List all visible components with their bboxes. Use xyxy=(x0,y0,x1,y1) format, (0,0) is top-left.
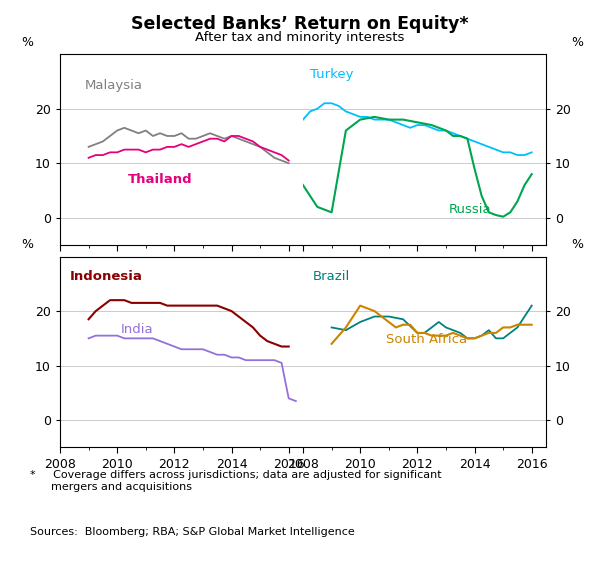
Text: Turkey: Turkey xyxy=(310,67,354,80)
Text: Selected Banks’ Return on Equity*: Selected Banks’ Return on Equity* xyxy=(131,15,469,34)
Text: Brazil: Brazil xyxy=(313,270,350,283)
Text: Sources:  Bloomberg; RBA; S&P Global Market Intelligence: Sources: Bloomberg; RBA; S&P Global Mark… xyxy=(30,527,355,538)
Text: %: % xyxy=(21,35,33,48)
Text: South Africa: South Africa xyxy=(386,333,467,346)
Text: After tax and minority interests: After tax and minority interests xyxy=(196,31,404,44)
Text: %: % xyxy=(21,238,33,251)
Text: %: % xyxy=(571,35,583,48)
Text: Indonesia: Indonesia xyxy=(70,270,143,283)
Text: %: % xyxy=(571,238,583,251)
Text: India: India xyxy=(121,323,154,336)
Text: Malaysia: Malaysia xyxy=(84,79,142,92)
Text: Thailand: Thailand xyxy=(128,173,193,185)
Text: *     Coverage differs across jurisdictions; data are adjusted for significant
 : * Coverage differs across jurisdictions;… xyxy=(30,470,442,492)
Text: Russia: Russia xyxy=(449,203,491,216)
